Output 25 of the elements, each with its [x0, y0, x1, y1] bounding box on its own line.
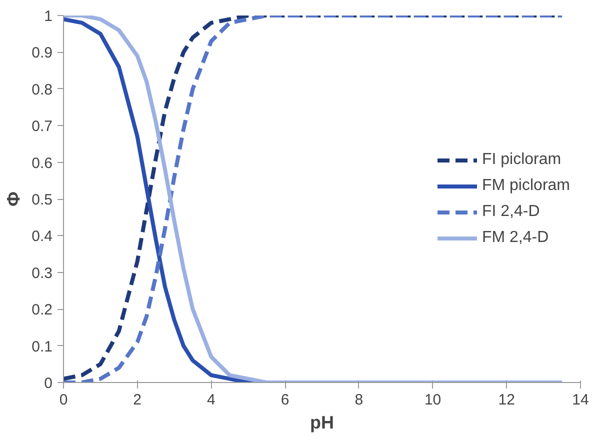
x-tick-label: 4: [207, 392, 216, 408]
y-axis-title: Φ: [4, 191, 24, 206]
legend-label: FM picloram: [482, 176, 570, 194]
x-tick-label: 0: [59, 392, 68, 408]
x-axis-title: pH: [310, 412, 334, 432]
y-tick-label: 0: [44, 375, 52, 392]
y-tick-label: 0.9: [32, 44, 53, 62]
x-tick-label: 8: [354, 392, 364, 408]
x-tick-label: 10: [424, 392, 442, 408]
x-tick-label: 2: [133, 392, 142, 408]
legend-label: FI 2,4-D: [482, 202, 540, 220]
x-tick-label: 12: [498, 392, 515, 408]
y-tick-label: 0.4: [32, 228, 53, 246]
y-tick-label: 0.3: [32, 264, 53, 282]
y-tick-label: 0.2: [32, 302, 53, 319]
y-tick-label: 0.6: [32, 154, 53, 172]
x-tick-label: 14: [572, 392, 589, 408]
y-tick-label: 1: [44, 8, 52, 25]
y-tick-label: 0.8: [32, 81, 53, 98]
legend-label: FI picloram: [482, 150, 562, 168]
y-tick-label: 0.5: [32, 192, 53, 208]
legend-label: FM 2,4-D: [482, 228, 549, 246]
y-tick-label: 0.1: [32, 338, 53, 356]
x-tick-label: 6: [280, 392, 290, 408]
y-tick-label: 0.7: [32, 118, 53, 136]
